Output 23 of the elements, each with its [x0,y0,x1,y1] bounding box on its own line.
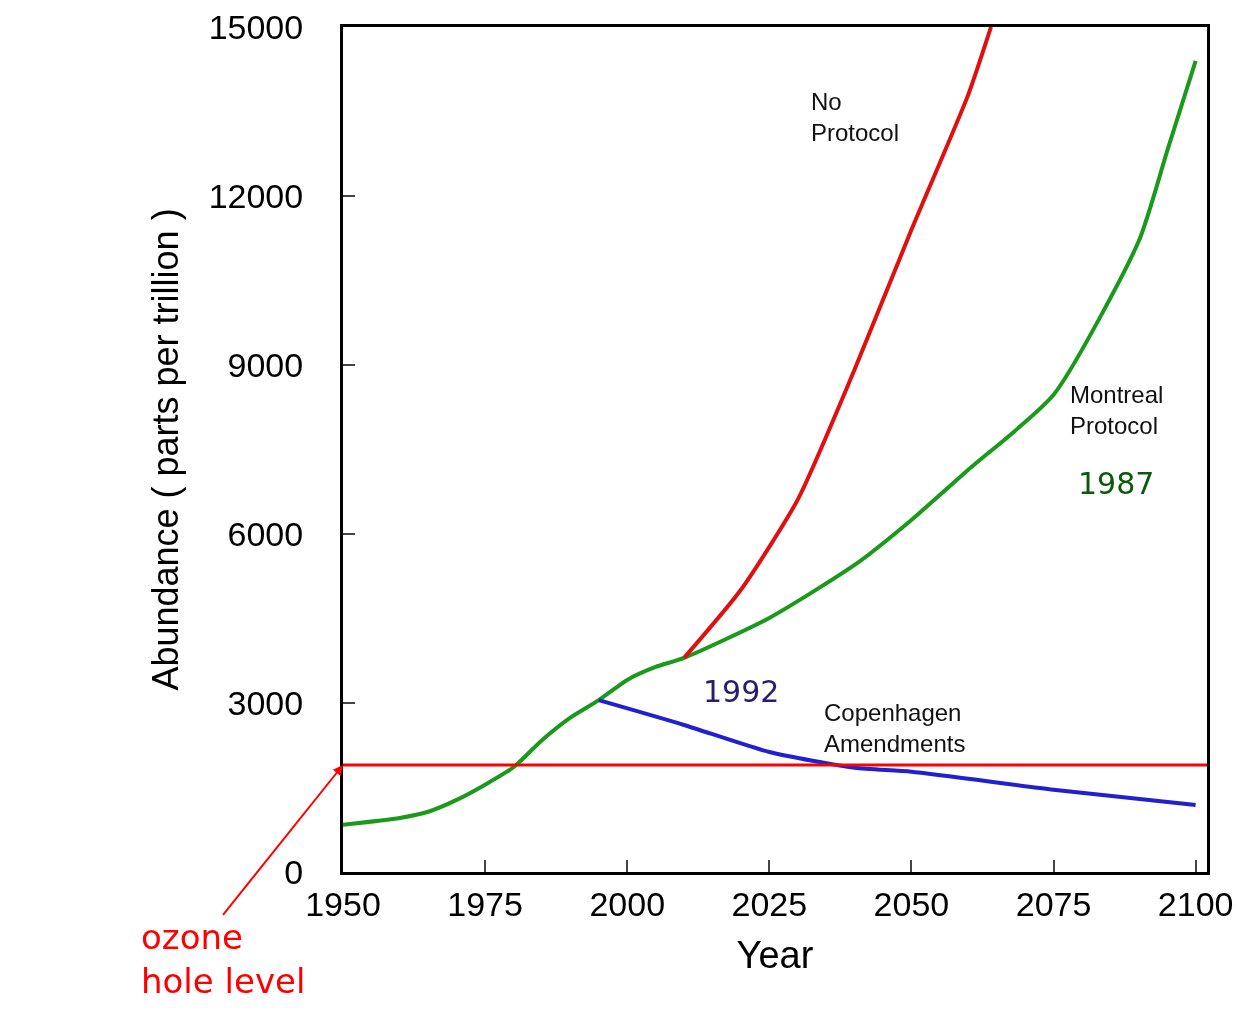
x-tick-label: 2100 [1157,884,1234,923]
x-tick-label: 2050 [873,884,950,923]
x-tick-label: 2025 [731,884,808,923]
x-tick-label: 1975 [447,884,523,923]
line-series [343,58,1198,827]
series-label: Copenhagen Amendments [824,699,966,758]
y-axis-title: Abundance ( parts per trillion ) [144,208,186,691]
y-tick-label: 9000 [227,345,304,384]
x-tick-label: 2075 [1015,884,1092,923]
x-axis-title: Year [736,933,814,976]
y-tick-label: 0 [284,852,304,891]
annotation: 1987 [1078,466,1155,501]
y-tick-label: 6000 [227,514,304,553]
y-tick-label: 12000 [208,176,304,215]
series-label: No Protocol [811,88,900,147]
series-label: Montreal Protocol [1070,381,1164,440]
x-tick-label: 1950 [305,884,381,923]
line-series [682,27,993,660]
ref-line-label: ozone hole level [141,917,306,1002]
y-tick-label: 15000 [208,7,304,46]
annotation: 1992 [703,674,780,709]
y-tick-label: 3000 [227,683,304,722]
x-tick-label: 2000 [589,884,666,923]
